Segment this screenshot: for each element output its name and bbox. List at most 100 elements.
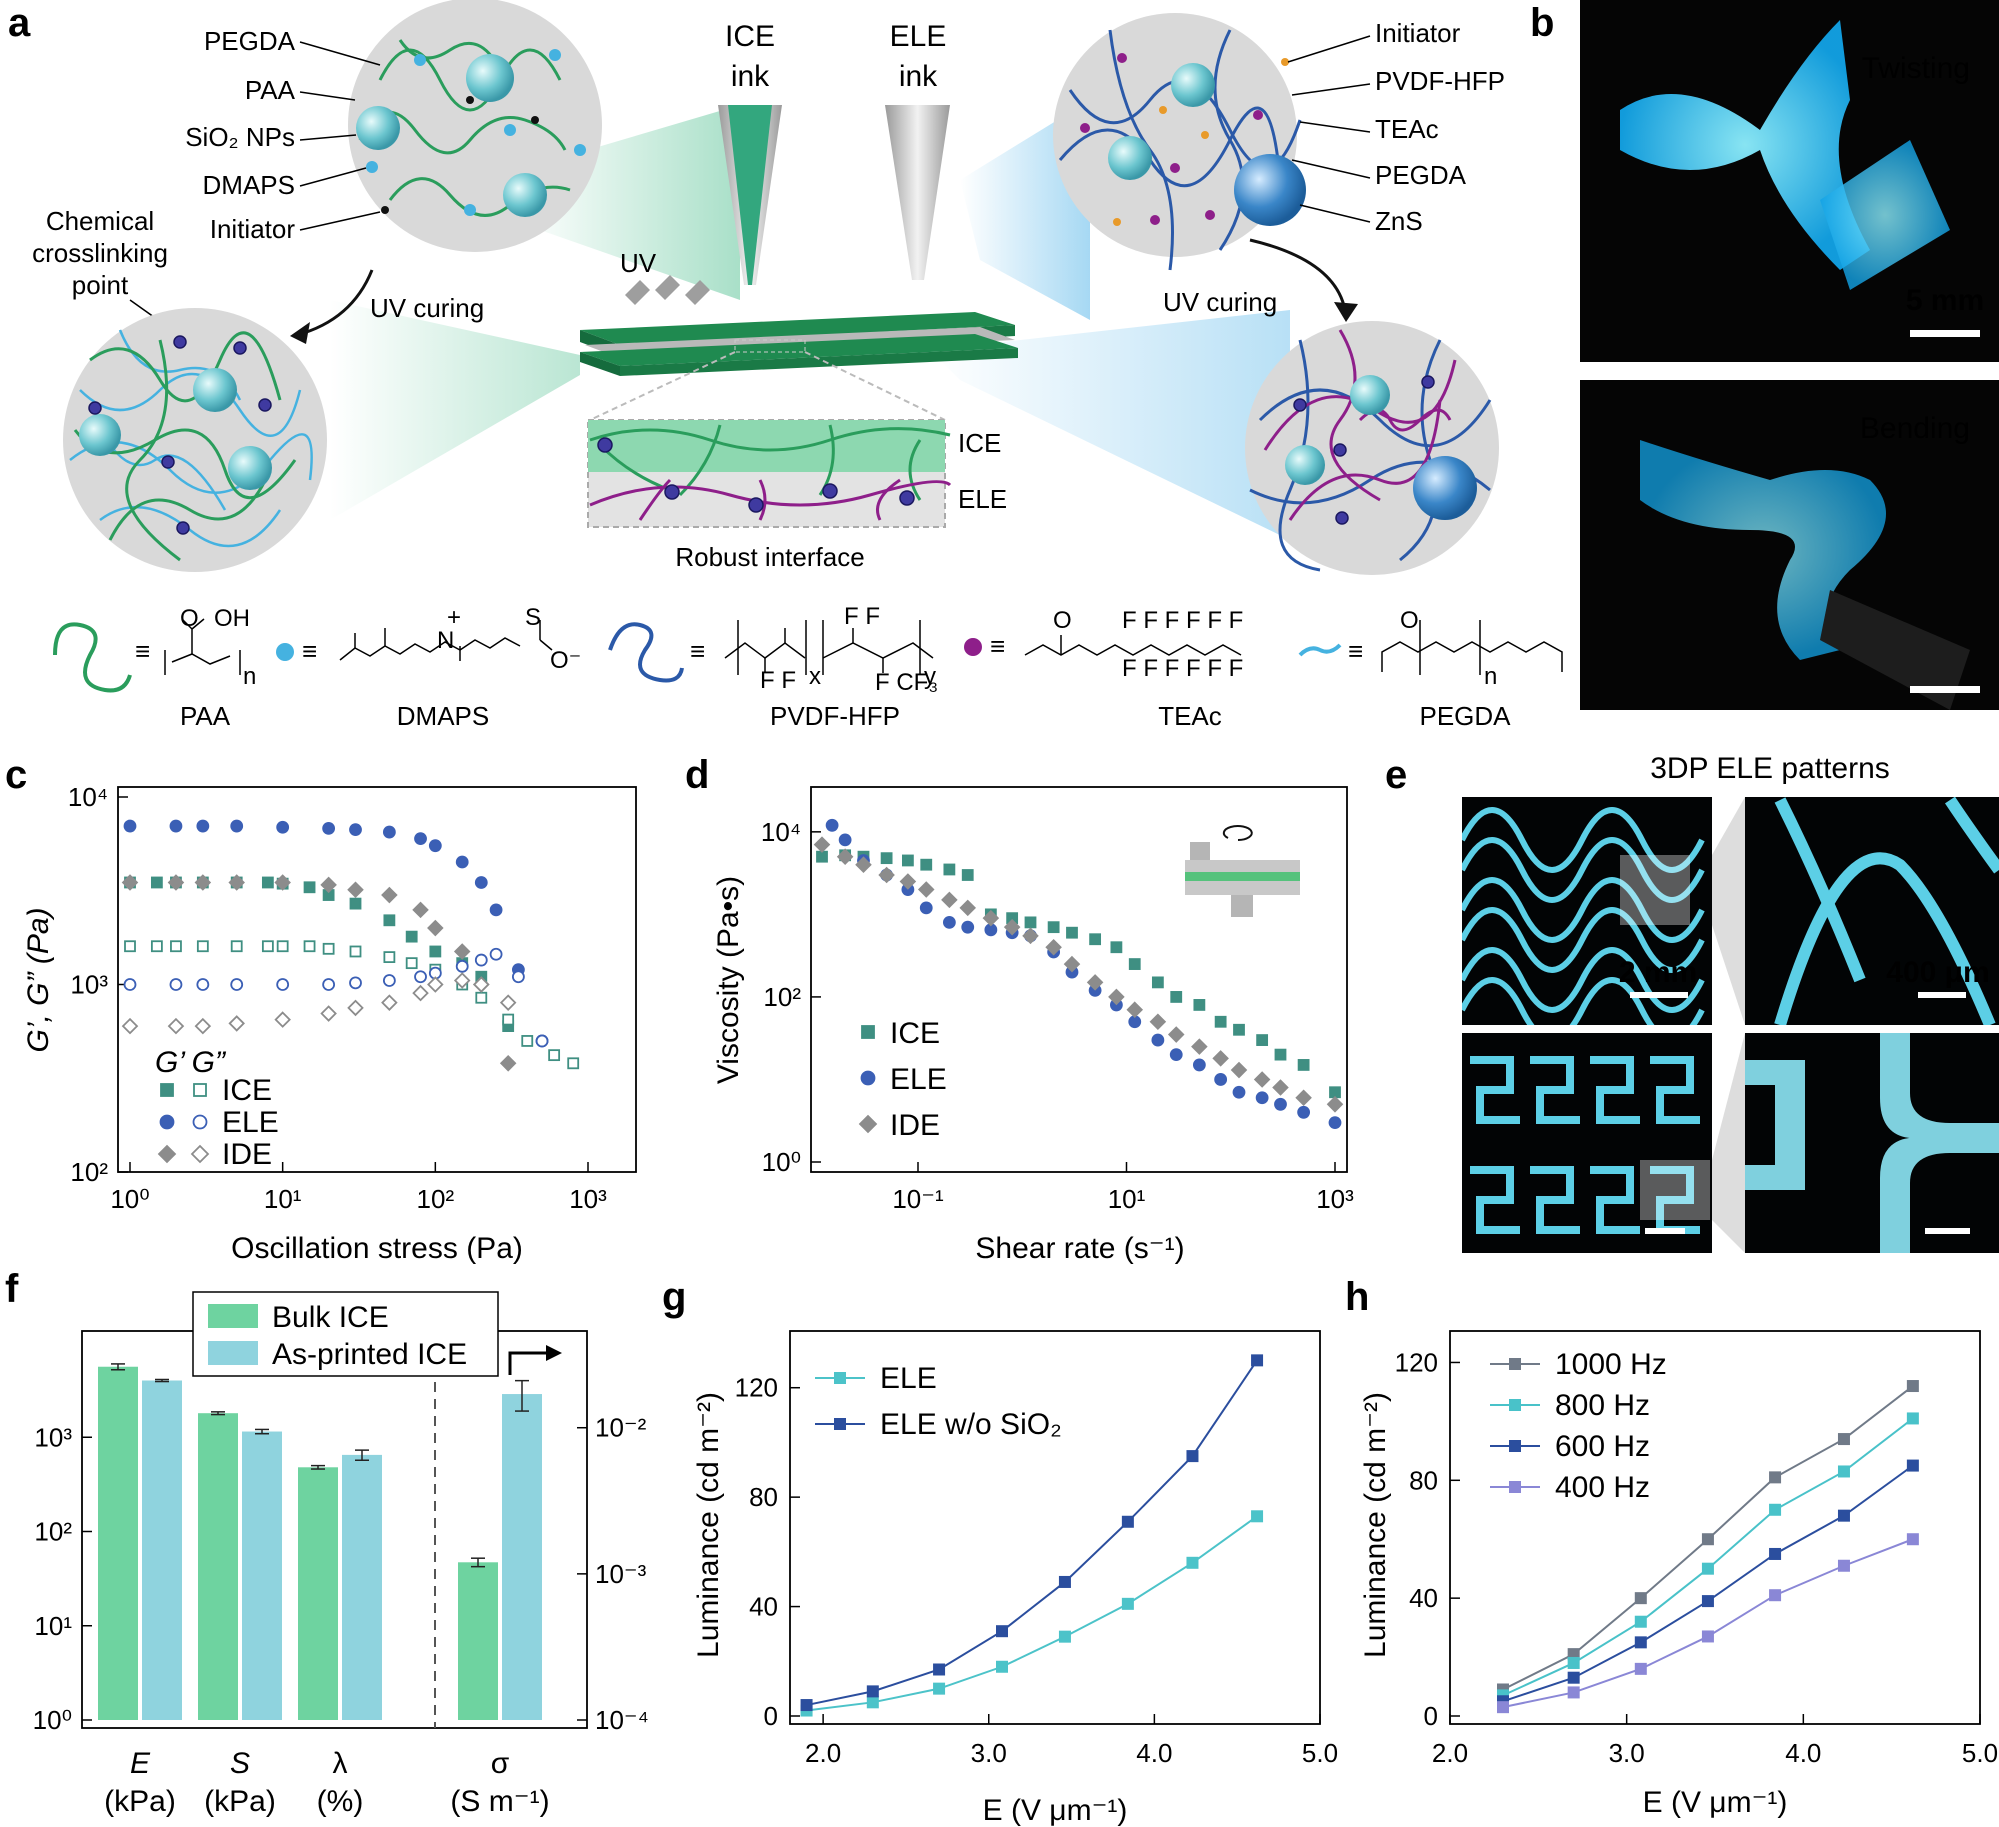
point-c-0 <box>303 881 316 894</box>
y-tick-label-f-right: 10⁻² <box>595 1413 647 1443</box>
point-c-4 <box>347 881 364 899</box>
x-tick-label: 2.0 <box>805 1738 841 1768</box>
series-point-2 <box>1567 1671 1580 1684</box>
point-d-2 <box>1253 1071 1271 1088</box>
panel-b: b Twisting 5 mm Bending <box>1530 0 1999 710</box>
structure-legend: ≡ OH O n PAA ≡ + N S O⁻ DMAPS ≡ <box>53 603 1563 731</box>
series-point-0 <box>1251 1510 1264 1523</box>
svg-text:ICE: ICE <box>725 20 775 53</box>
pvdf-structure <box>724 620 934 675</box>
point-c-5 <box>194 1017 212 1035</box>
point-c-4 <box>194 874 212 891</box>
point-d-2 <box>959 899 977 917</box>
svg-text:OH: OH <box>214 605 250 632</box>
series-point-3 <box>1906 1533 1919 1546</box>
scale-bar-b1 <box>1910 330 1980 337</box>
ticks-g: 2.0 3.0 4.0 5.0 0 40 80 120 <box>735 1373 1338 1768</box>
marks-f: E (kPa) S (kPa) λ (%) σ (S m⁻¹) <box>98 1363 550 1818</box>
point-d-0 <box>1089 933 1102 946</box>
series-point-0 <box>1906 1380 1919 1393</box>
point-d-2 <box>1108 988 1125 1006</box>
legend-swatch-bulk <box>208 1304 258 1328</box>
ele-nozzle: ELE ink <box>885 20 950 280</box>
scale-bar-e3 <box>1645 1228 1685 1234</box>
point-c-4 <box>427 919 444 937</box>
paa-structure <box>164 618 241 675</box>
panel-label-c: c <box>5 753 27 797</box>
series-point-1 <box>1634 1615 1647 1628</box>
photo-serpentine: 2 mm <box>1462 797 1712 1025</box>
point-d-2 <box>941 891 958 909</box>
series-point-3 <box>1701 1630 1714 1643</box>
point-c-5 <box>347 999 364 1017</box>
point-d-2 <box>836 848 854 865</box>
svg-text:≡: ≡ <box>302 636 317 666</box>
series-point-1 <box>1058 1575 1071 1588</box>
series-point-0 <box>933 1682 946 1695</box>
svg-text:ELE: ELE <box>890 20 947 53</box>
svg-text:Chemical: Chemical <box>46 206 154 236</box>
point-c-1 <box>349 945 362 958</box>
series-point-1 <box>800 1699 813 1712</box>
y-tick-label-c: 10² <box>70 1157 108 1187</box>
bending-label: Bending <box>1860 412 1970 445</box>
point-d-0 <box>1066 926 1078 939</box>
pegda-structure <box>1381 620 1563 675</box>
label-pegda-ele: PEGDA <box>1375 160 1467 190</box>
legend-label: 800 Hz <box>1555 1389 1650 1422</box>
xlabel-d: Shear rate (s⁻¹) <box>975 1232 1184 1265</box>
legend-label: 600 Hz <box>1555 1430 1650 1463</box>
point-c-0 <box>429 945 442 958</box>
legend-header-c: G’ G” <box>155 1046 227 1079</box>
point-d-1 <box>1328 1116 1342 1130</box>
point-d-1 <box>1274 1097 1287 1111</box>
scale-bar-label-b1: 5 mm <box>1906 284 1984 317</box>
point-c-1 <box>548 1049 561 1062</box>
x-tick-label: 3.0 <box>971 1738 1007 1768</box>
label-teac: TEAc <box>1375 114 1439 144</box>
point-d-0 <box>816 850 828 863</box>
zoom-connector-e2 <box>1712 1033 1745 1253</box>
point-d-0 <box>920 858 933 871</box>
series-point-3 <box>1497 1701 1509 1714</box>
ele-ink-circle <box>1053 13 1306 271</box>
legend-marker <box>1509 1440 1521 1452</box>
legend-label: ELE w/o SiO₂ <box>880 1408 1062 1441</box>
interface-ele-label: ELE <box>958 484 1007 514</box>
y-tick-label: 40 <box>1409 1583 1438 1613</box>
series-point-0 <box>1058 1630 1071 1643</box>
point-c-4 <box>320 876 337 894</box>
point-c-2 <box>382 825 396 839</box>
svg-text:N: N <box>437 627 454 654</box>
marks-g <box>800 1354 1264 1717</box>
photo-bending: Bending <box>1580 380 1999 710</box>
point-d-1 <box>1192 1058 1206 1072</box>
point-d-0 <box>1233 1023 1245 1036</box>
legend-g: ELE ELE w/o SiO₂ <box>815 1362 1062 1441</box>
marks-h <box>1497 1380 1919 1714</box>
plot-frame-d <box>810 786 1348 1173</box>
point-c-1 <box>170 940 182 953</box>
point-d-1 <box>1151 1033 1165 1047</box>
point-c-5 <box>320 1005 337 1022</box>
plot-frame-c <box>117 786 637 1173</box>
point-c-3 <box>414 970 427 984</box>
y-tick-label-f-right: 10⁻³ <box>595 1559 647 1589</box>
point-c-1 <box>405 957 418 970</box>
point-c-1 <box>521 1035 534 1047</box>
svg-text:ink: ink <box>899 60 938 93</box>
point-d-1 <box>825 818 839 832</box>
ticks-f: 10⁰ 10¹ 10² 10³ 10⁻⁴ 10⁻³ 10⁻² <box>33 1413 649 1735</box>
ice-ink-circle <box>348 0 602 252</box>
point-d-0 <box>1047 921 1060 934</box>
point-c-2 <box>474 876 488 889</box>
point-d-2 <box>855 856 872 873</box>
legend-marker-c <box>157 1144 177 1164</box>
x-tick-label-c: 10² <box>417 1184 455 1214</box>
series-point-0 <box>1186 1556 1199 1569</box>
svg-text:TEAc: TEAc <box>1158 701 1222 731</box>
legend-bulk-label: Bulk ICE <box>272 1301 389 1334</box>
panel-a: a PEGDA PAA SiO₂ NPs DMAPS Initiator <box>8 0 1563 731</box>
point-c-2 <box>123 819 137 833</box>
dmaps-structure <box>339 620 553 661</box>
